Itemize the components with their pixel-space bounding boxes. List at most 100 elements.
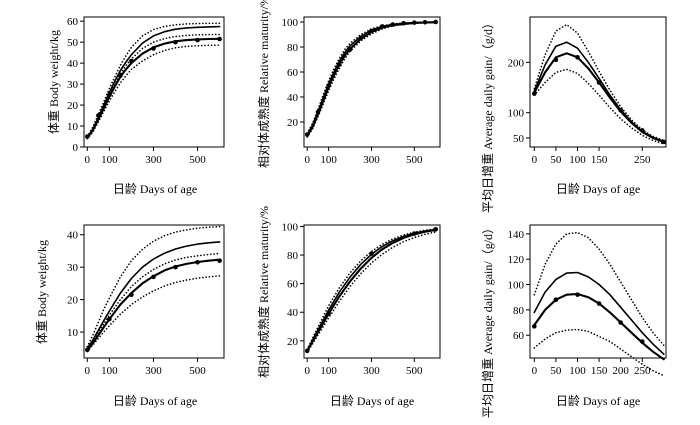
x-axis-label: 日龄 Days of age — [330, 394, 414, 408]
data-point — [411, 231, 417, 236]
data-point — [639, 339, 645, 344]
data-point — [195, 37, 200, 43]
x-tick-label: 100 — [101, 154, 118, 166]
data-point — [433, 226, 439, 232]
series-line-2 — [306, 228, 437, 351]
chart-panel-3: 0 50 100 150 250 50 100 200 日龄 Days of age 平均日增重 … — [481, 16, 667, 213]
plot-frame — [303, 16, 441, 148]
data-point — [411, 20, 417, 25]
data-point — [326, 311, 331, 316]
x-tick-label: 500 — [189, 365, 206, 377]
y-tick-label: 100 — [282, 221, 299, 233]
series-line-2 — [306, 21, 437, 136]
y-tick-label: 80 — [513, 305, 525, 317]
y-tick-label: 20 — [67, 295, 79, 307]
y-axis-label: 体重 Body weight/kg — [35, 240, 49, 344]
y-axis-label: 平均日增重 Average daily gain/（g/d） — [481, 17, 495, 213]
x-tick-label: 150 — [591, 365, 608, 377]
x-tick-label: 50 — [550, 154, 562, 166]
y-tick-label: 20 — [287, 117, 299, 129]
data-point — [347, 47, 353, 52]
y-tick-label: 80 — [287, 42, 299, 54]
series-line-3 — [533, 231, 665, 347]
data-point — [118, 73, 123, 79]
chart-panel-6: 0 50 100 150 200 250 60 80 100 120 140 日龄 Days of a… — [481, 222, 667, 418]
data-point — [173, 264, 178, 270]
data-point — [85, 347, 90, 353]
y-tick-label: 50 — [513, 133, 525, 145]
y-tick-label: 100 — [508, 108, 525, 120]
data-point — [422, 19, 428, 25]
series-line-4 — [86, 275, 221, 353]
data-point — [151, 274, 156, 280]
data-point — [195, 260, 200, 265]
series-line-1 — [86, 258, 221, 351]
x-tick-label: 500 — [406, 365, 423, 377]
series-line-4 — [86, 44, 221, 140]
chart-panel-5: 0 100 300 500 20 40 60 80 100 日龄 Days of age 相对体成熟… — [256, 206, 441, 408]
y-tick-label: 40 — [67, 58, 79, 70]
series-line-2 — [86, 241, 221, 350]
x-tick-label: 250 — [634, 365, 651, 377]
x-tick-label: 100 — [320, 154, 337, 166]
data-point — [337, 62, 342, 67]
y-tick-label: 80 — [287, 250, 299, 262]
series-line-3 — [306, 21, 437, 135]
x-tick-label: 100 — [569, 365, 586, 377]
data-point — [553, 57, 559, 63]
plot-frame — [529, 224, 667, 359]
x-tick-label: 50 — [550, 365, 562, 377]
data-point — [596, 80, 602, 85]
data-point — [217, 36, 222, 42]
data-point — [639, 128, 645, 133]
x-tick-label: 0 — [85, 365, 91, 377]
chart-panel-2: 0 100 300 500 20 40 60 80 100 相对体成熟度 Relative mat… — [256, 0, 441, 168]
y-tick-label: 60 — [287, 279, 299, 291]
y-tick-label: 60 — [287, 67, 299, 79]
y-tick-label: 10 — [67, 121, 79, 133]
x-tick-label: 150 — [591, 154, 608, 166]
chart-panel-1: 0 100 300 500 0 10 20 30 40 50 60 日龄 Days of age 体重 … — [47, 16, 225, 196]
x-axis-label: 日龄 Days of age — [113, 182, 197, 196]
data-point — [532, 91, 537, 96]
y-tick-label: 200 — [508, 57, 525, 69]
x-tick-label: 100 — [320, 365, 337, 377]
y-tick-label: 50 — [67, 37, 79, 49]
data-point — [326, 83, 331, 89]
data-point — [379, 24, 385, 29]
data-point — [217, 258, 222, 263]
data-point — [85, 134, 90, 139]
data-point — [369, 28, 374, 34]
plot-frame — [303, 224, 441, 359]
data-point — [661, 139, 667, 145]
data-point — [618, 320, 623, 325]
x-axis-label: 日龄 Days of age — [556, 182, 640, 196]
data-point — [315, 109, 321, 115]
series-line-2 — [533, 271, 665, 355]
series-line-3 — [306, 228, 437, 351]
series-line-2 — [533, 41, 665, 143]
series-line-4 — [306, 21, 437, 138]
data-point — [129, 292, 134, 298]
y-tick-label: 20 — [67, 100, 79, 112]
y-axis-label: 相对体成熟度 Relative maturity/% — [256, 206, 271, 378]
data-point — [304, 348, 310, 354]
series-line-4 — [533, 328, 665, 377]
data-point — [433, 19, 439, 25]
series-line-3 — [86, 225, 221, 348]
data-point — [575, 292, 580, 297]
x-tick-label: 300 — [363, 154, 380, 166]
x-tick-label: 300 — [145, 365, 162, 377]
series-line-1 — [306, 21, 437, 137]
data-point — [107, 92, 112, 97]
x-tick-label: 0 — [85, 154, 91, 166]
x-tick-label: 0 — [532, 154, 538, 166]
y-axis-label: 体重 Body weight/kg — [47, 30, 61, 134]
series-line-5 — [86, 252, 221, 351]
data-point — [96, 113, 101, 118]
series-line-2 — [86, 25, 221, 139]
data-point — [618, 107, 623, 113]
x-tick-label: 0 — [304, 154, 310, 166]
data-point — [369, 251, 374, 256]
